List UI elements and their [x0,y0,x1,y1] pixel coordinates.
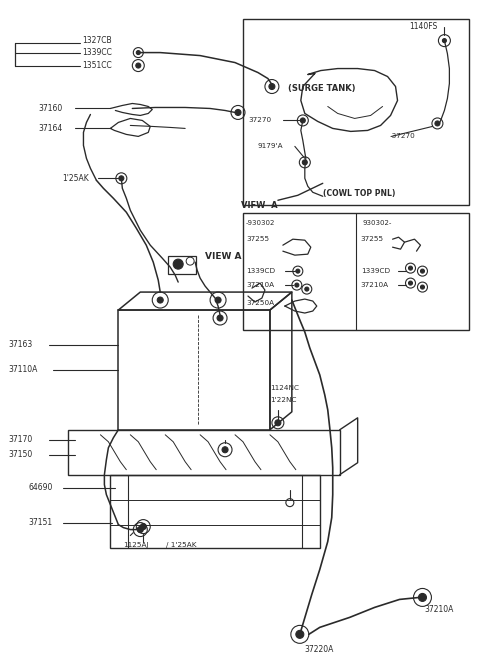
Text: 37220A: 37220A [305,645,334,654]
Circle shape [222,447,228,453]
Circle shape [419,593,426,601]
Circle shape [305,287,309,291]
Text: 37164: 37164 [38,124,63,133]
Circle shape [302,160,307,165]
Bar [69,430,340,475]
Text: 37255: 37255 [246,236,269,242]
Text: VIEW A: VIEW A [205,252,241,261]
Text: VIFW  A: VIFW A [241,201,277,210]
Circle shape [300,118,305,123]
Circle shape [420,269,424,273]
Text: 37210A: 37210A [246,282,274,288]
Text: 37170: 37170 [9,436,33,444]
Text: 1339CD: 1339CD [246,268,275,274]
Text: 37270: 37270 [248,118,271,124]
Text: 1351CC: 1351CC [83,61,112,70]
Circle shape [215,297,221,303]
Circle shape [157,297,163,303]
Bar [119,310,270,430]
Text: 1124NC: 1124NC [270,385,299,391]
Bar [243,214,469,330]
Text: 37150: 37150 [9,450,33,459]
Circle shape [408,266,412,270]
Text: 37255: 37255 [360,236,384,242]
Text: 930302-: 930302- [363,220,392,226]
Text: 37250A: 37250A [246,300,274,306]
Circle shape [140,524,146,530]
Text: 1339CC: 1339CC [83,48,112,57]
Circle shape [136,51,140,55]
Bar [243,18,469,205]
Text: 37160: 37160 [38,104,63,113]
Bar [110,475,320,547]
Circle shape [435,121,440,126]
Text: 37210A: 37210A [424,605,454,614]
Text: 1125AJ: 1125AJ [123,541,149,547]
Text: 37110A: 37110A [9,365,38,374]
Text: 37210A: 37210A [360,282,389,288]
Circle shape [119,176,124,181]
Text: -930302: -930302 [246,220,276,226]
Text: -37270: -37270 [390,133,415,139]
Circle shape [269,83,275,89]
Circle shape [296,630,304,639]
Circle shape [295,283,299,287]
Text: 64690: 64690 [29,483,53,492]
Circle shape [408,281,412,285]
Text: 37163: 37163 [9,340,33,350]
Bar [168,256,196,274]
Circle shape [443,39,446,43]
Text: (SURGE TANK): (SURGE TANK) [288,84,355,93]
Circle shape [217,315,223,321]
Text: 1339CD: 1339CD [360,268,390,274]
Text: 1'22NC: 1'22NC [270,397,297,403]
Text: 9179'A: 9179'A [258,143,284,149]
Text: 1327CB: 1327CB [83,36,112,45]
Circle shape [173,259,183,269]
Circle shape [137,526,144,533]
Text: (COWL TOP PNL): (COWL TOP PNL) [323,189,395,198]
Circle shape [296,269,300,273]
Text: / 1'25AK: / 1'25AK [166,541,197,547]
Text: 1'25AK: 1'25AK [62,174,89,183]
Text: 1140FS: 1140FS [409,22,438,31]
Circle shape [136,63,141,68]
Circle shape [420,285,424,289]
Text: 37151: 37151 [29,518,53,527]
Circle shape [235,110,241,116]
Circle shape [275,420,281,426]
